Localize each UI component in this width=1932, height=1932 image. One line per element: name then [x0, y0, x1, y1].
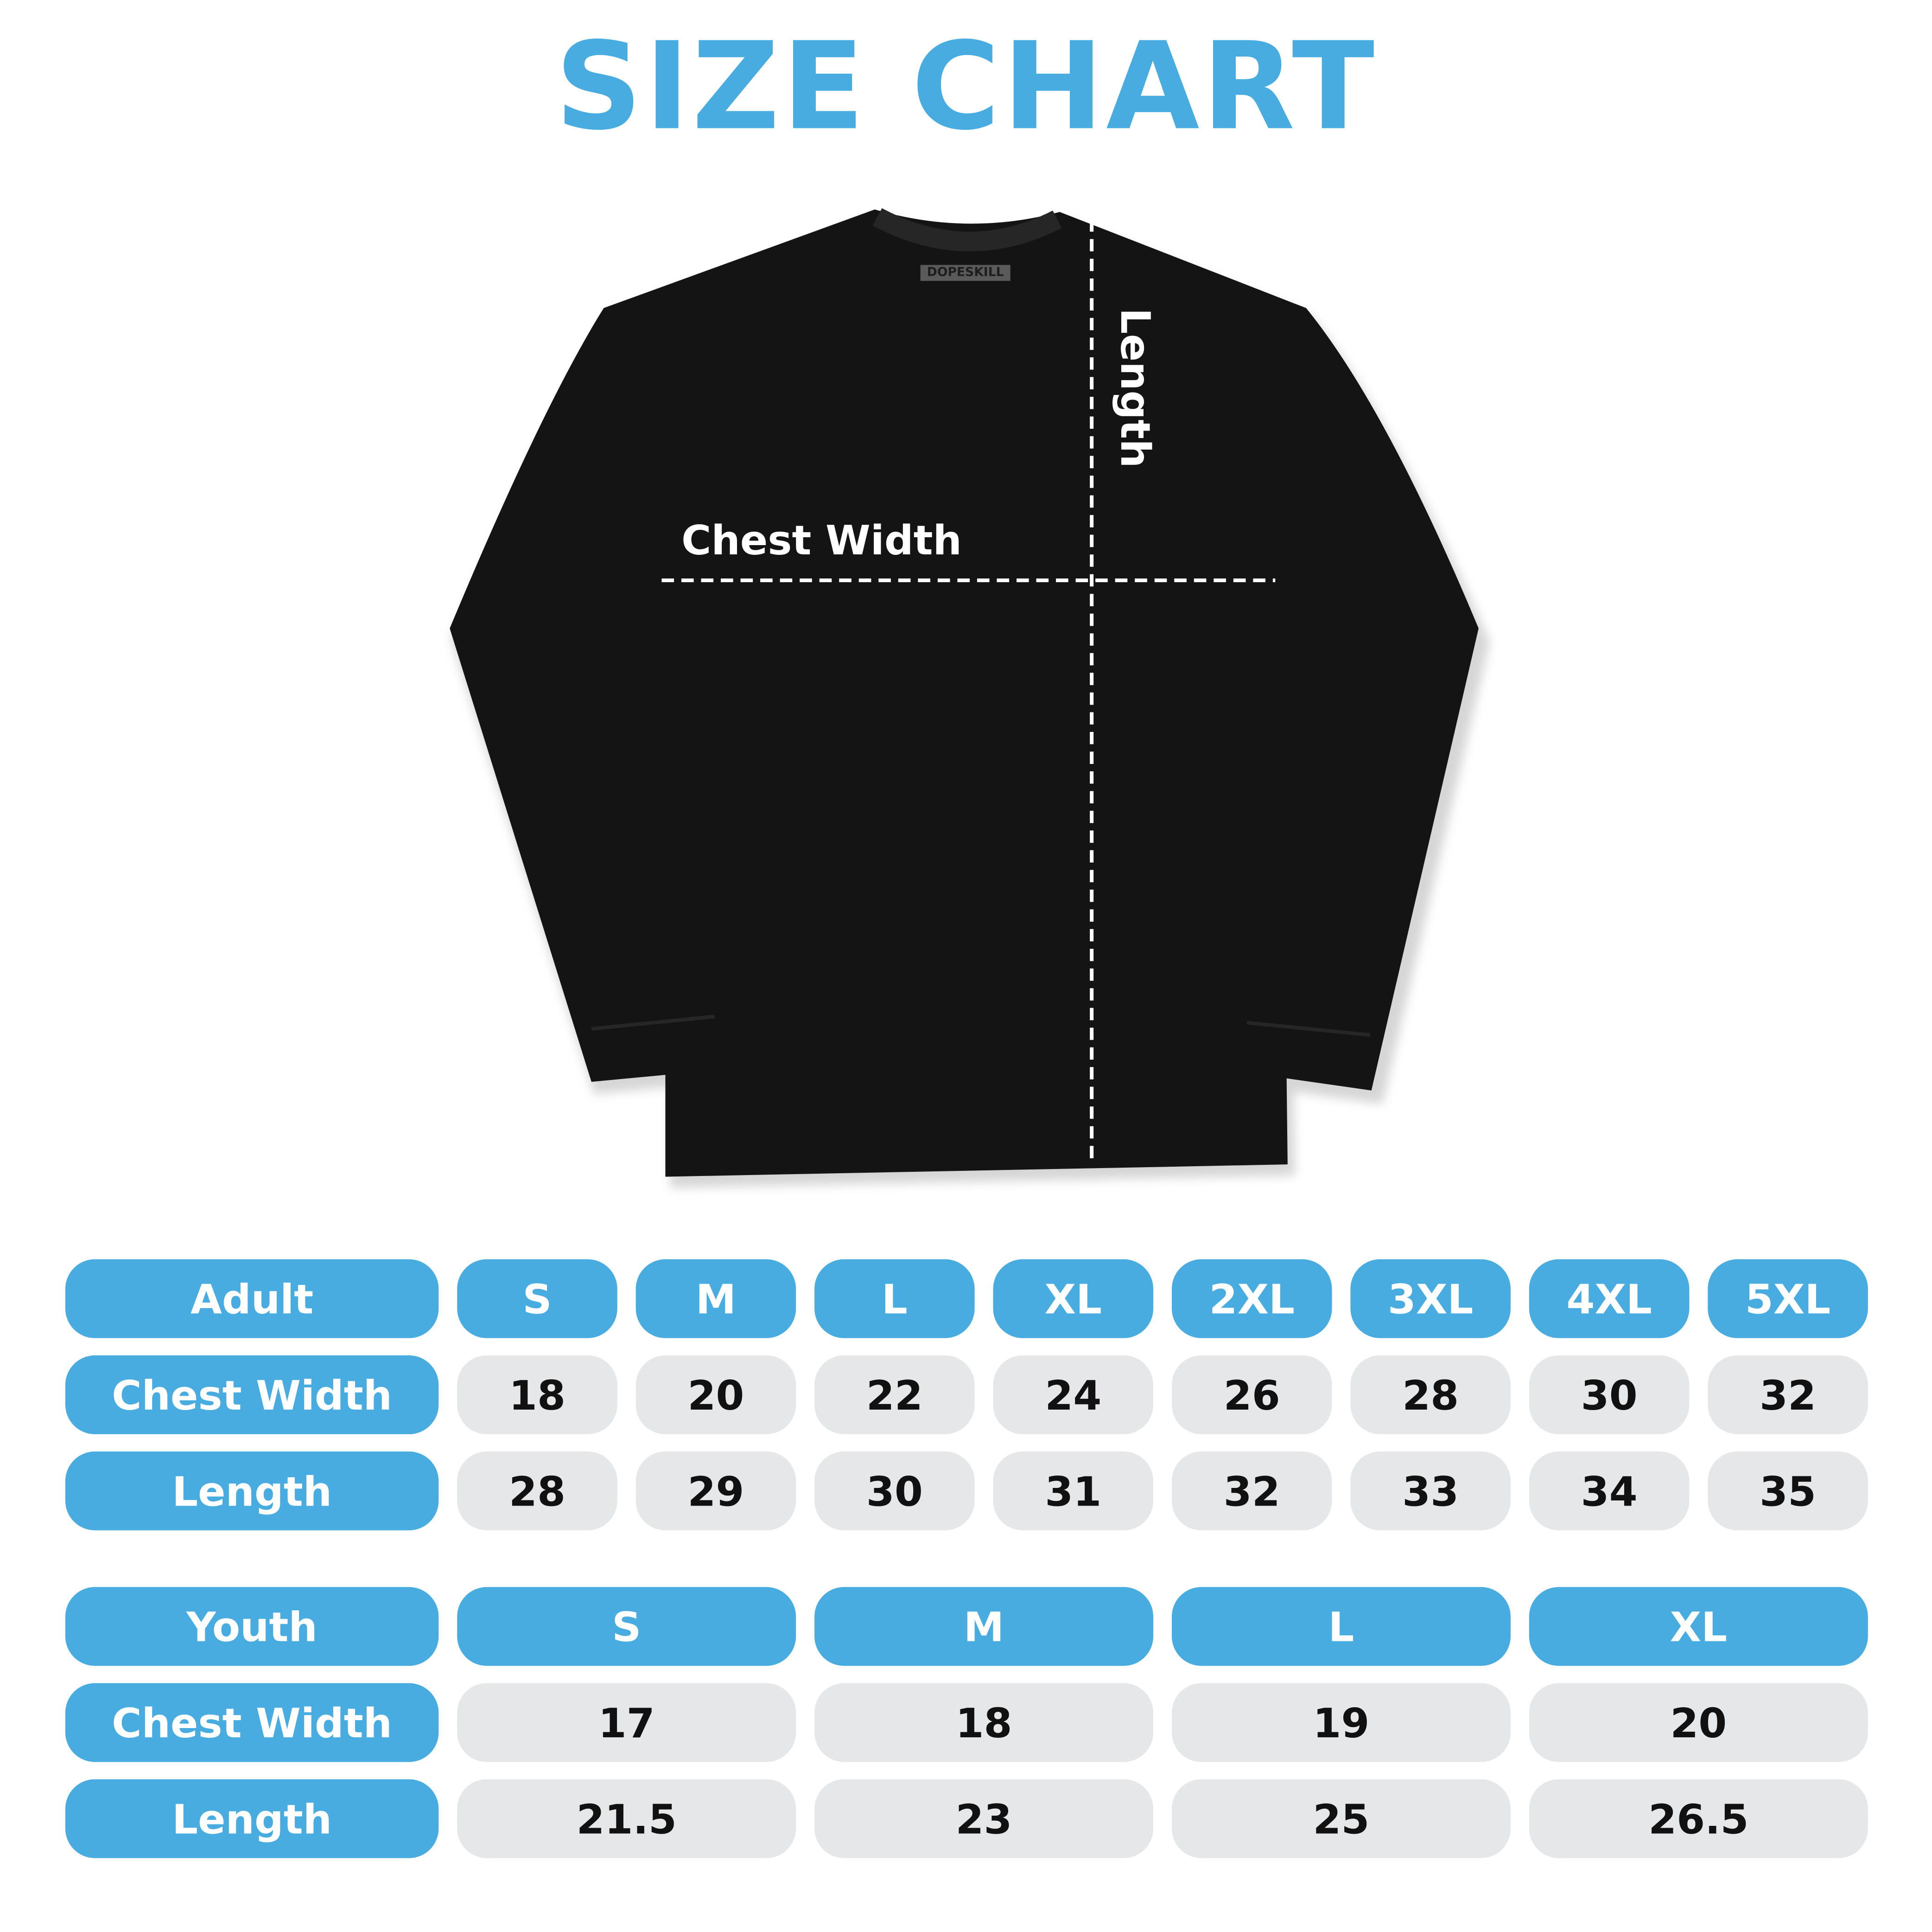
youth-value-cell: 23 [814, 1779, 1154, 1858]
shirt-collar [872, 208, 1062, 252]
adult-value-cell: 26 [1171, 1355, 1332, 1435]
adult-value-cell: 30 [814, 1451, 975, 1531]
page-title: SIZE CHART [555, 17, 1377, 158]
youth-value-cell: 18 [814, 1683, 1154, 1762]
adult-value-cell: 32 [1708, 1355, 1868, 1435]
adult-size-l: L [814, 1259, 975, 1338]
youth-value-cell: 21.5 [457, 1779, 796, 1858]
youth-row-label: Length [65, 1779, 439, 1858]
adult-value-cell: 28 [1350, 1355, 1511, 1435]
adult-row-label: Length [65, 1451, 439, 1531]
chest-width-label: Chest Width [681, 516, 962, 565]
shirt-body [450, 209, 1479, 1177]
adult-value-cell: 24 [993, 1355, 1154, 1435]
adult-value-cell: 28 [457, 1451, 617, 1531]
youth-row-label: Chest Width [65, 1683, 439, 1762]
length-label: Length [1111, 308, 1160, 468]
youth-value-cell: 19 [1171, 1683, 1511, 1762]
youth-value-cell: 20 [1529, 1683, 1868, 1762]
youth-size-s: S [457, 1587, 796, 1666]
adult-value-cell: 33 [1350, 1451, 1511, 1531]
adult-size-s: S [457, 1259, 617, 1338]
youth-value-cell: 25 [1171, 1779, 1511, 1858]
adult-value-cell: 22 [814, 1355, 975, 1435]
adult-value-cell: 31 [993, 1451, 1154, 1531]
youth-size-xl: XL [1529, 1587, 1868, 1666]
youth-size-m: M [814, 1587, 1154, 1666]
adult-header: Adult [65, 1259, 439, 1338]
long-sleeve-shirt-image [450, 208, 1490, 1188]
youth-value-cell: 17 [457, 1683, 796, 1762]
adult-value-cell: 18 [457, 1355, 617, 1435]
youth-size-l: L [1171, 1587, 1511, 1666]
adult-value-cell: 20 [636, 1355, 796, 1435]
adult-value-cell: 34 [1529, 1451, 1690, 1531]
adult-size-xl: XL [993, 1259, 1154, 1338]
adult-size-m: M [636, 1259, 796, 1338]
adult-value-cell: 35 [1708, 1451, 1868, 1531]
adult-size-3xl: 3XL [1350, 1259, 1511, 1338]
adult-size-2xl: 2XL [1171, 1259, 1332, 1338]
adult-size-4xl: 4XL [1529, 1259, 1690, 1338]
adult-size-5xl: 5XL [1708, 1259, 1868, 1338]
brand-tag: DOPESKILL [920, 265, 1010, 281]
youth-header: Youth [65, 1587, 439, 1666]
adult-value-cell: 32 [1171, 1451, 1332, 1531]
adult-value-cell: 30 [1529, 1355, 1690, 1435]
adult-value-cell: 29 [636, 1451, 796, 1531]
adult-row-label: Chest Width [65, 1355, 439, 1435]
youth-value-cell: 26.5 [1529, 1779, 1868, 1858]
